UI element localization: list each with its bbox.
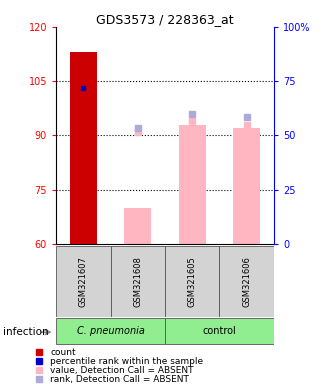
Text: percentile rank within the sample: percentile rank within the sample [50,357,204,366]
Bar [233,128,260,244]
Bar [124,208,151,244]
Text: GSM321607: GSM321607 [79,256,88,307]
Bar [56,318,165,344]
Text: GSM321606: GSM321606 [242,256,251,307]
Bar [70,52,97,244]
Text: GSM321608: GSM321608 [133,256,142,307]
Bar [56,246,111,317]
Text: rank, Detection Call = ABSENT: rank, Detection Call = ABSENT [50,375,189,384]
Bar [165,318,274,344]
Text: count: count [50,348,76,357]
Bar [179,124,206,244]
Text: control: control [203,326,236,336]
Bar [219,246,274,317]
Text: GDS3573 / 228363_at: GDS3573 / 228363_at [96,13,234,26]
Text: value, Detection Call = ABSENT: value, Detection Call = ABSENT [50,366,194,375]
Bar [165,246,219,317]
Text: GSM321605: GSM321605 [188,256,197,307]
Text: C. pneumonia: C. pneumonia [77,326,145,336]
Text: infection: infection [3,327,49,337]
Bar [111,246,165,317]
